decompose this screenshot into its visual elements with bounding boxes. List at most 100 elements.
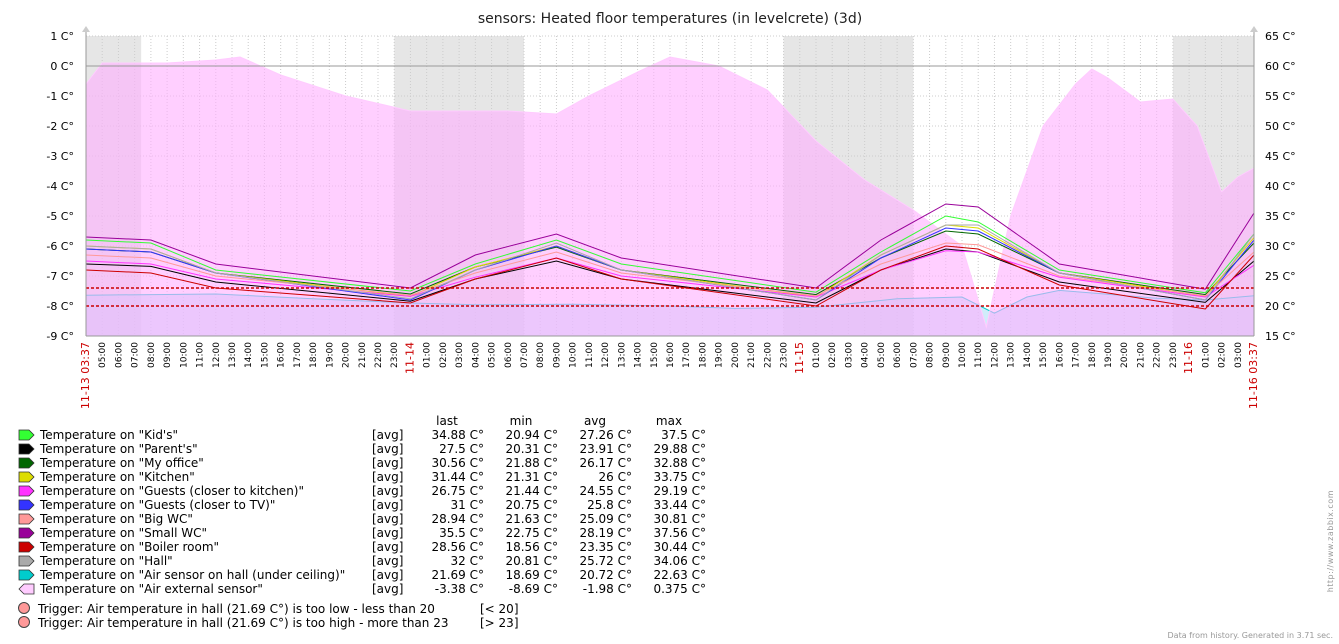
x-tick-label: 11:00 xyxy=(585,342,595,368)
left-tick-label: 1 C° xyxy=(50,30,74,43)
x-tick-label: 06:00 xyxy=(893,342,903,368)
legend-value-min: 21.88 C° xyxy=(505,456,558,470)
legend-row: Temperature on "Guests (closer to kitche… xyxy=(18,484,706,498)
legend-series-func: [avg] xyxy=(372,540,404,554)
legend-row: Temperature on "Guests (closer to TV)" [a… xyxy=(18,498,706,512)
right-tick-label: 25 C° xyxy=(1265,270,1296,283)
x-tick-label: 10:00 xyxy=(958,342,968,368)
x-tick-label: 22:00 xyxy=(374,342,384,368)
legend-value-max: 30.81 C° xyxy=(653,512,706,526)
x-tick-label: 23:00 xyxy=(1169,342,1179,368)
x-tick-label: 13:00 xyxy=(1007,342,1017,368)
legend-series-func: [avg] xyxy=(372,554,404,568)
legend-series-name: Temperature on "My office" xyxy=(40,456,204,470)
x-tick-label: 04:00 xyxy=(861,342,871,368)
trigger-high-label: Trigger: Air temperature in hall (21.69 … xyxy=(38,616,449,630)
left-axis-arrow xyxy=(82,26,90,32)
right-tick-label: 55 C° xyxy=(1265,90,1296,103)
x-tick-label: 05:00 xyxy=(877,342,887,368)
legend-value-min: 21.31 C° xyxy=(505,470,558,484)
legend-swatch-icon xyxy=(18,443,35,455)
trigger-row-low: Trigger: Air temperature in hall (21.69 … xyxy=(18,602,519,616)
footer-note: Data from history. Generated in 3.71 sec… xyxy=(1167,631,1333,640)
legend-value-max: 32.88 C° xyxy=(653,456,706,470)
x-tick-label: 21:00 xyxy=(747,342,757,368)
trigger-low-label: Trigger: Air temperature in hall (21.69 … xyxy=(38,602,435,616)
trigger-low-condition: [< 20] xyxy=(480,602,519,616)
x-tick-label: 17:00 xyxy=(682,342,692,368)
series-line-8 xyxy=(85,245,1255,310)
x-tick-label: 03:00 xyxy=(1234,342,1244,368)
legend-value-avg: 25.09 C° xyxy=(579,512,632,526)
left-tick-label: 0 C° xyxy=(50,60,74,73)
x-tick-label: 15:00 xyxy=(260,342,270,368)
series-line-6 xyxy=(85,242,1255,297)
x-tick-label: 18:00 xyxy=(309,342,319,368)
legend-series-name: Temperature on "Big WC" xyxy=(40,512,193,526)
legend-swatch-icon xyxy=(18,485,35,497)
right-tick-label: 35 C° xyxy=(1265,210,1296,223)
x-tick-label: 01:00 xyxy=(812,342,822,368)
legend-value-avg: 20.72 C° xyxy=(579,568,632,582)
legend-series-func: [avg] xyxy=(372,428,404,442)
legend-row: Temperature on "My office" [avg] 30.56 C° 2… xyxy=(18,456,706,470)
legend-swatch-icon xyxy=(18,457,35,469)
legend-value-avg: 25.72 C° xyxy=(579,554,632,568)
x-tick-label: 16:00 xyxy=(666,342,676,368)
legend-value-last: 32 C° xyxy=(450,554,484,568)
left-tick-label: -2 C° xyxy=(46,120,74,133)
legend-value-min: 21.63 C° xyxy=(505,512,558,526)
x-tick-label: 02:00 xyxy=(828,342,838,368)
x-tick-label: 15:00 xyxy=(650,342,660,368)
x-tick-label: 11-16 xyxy=(1182,342,1195,374)
legend-value-last: 28.56 C° xyxy=(431,540,484,554)
legend-value-last: 26.75 C° xyxy=(431,484,484,498)
legend-series-name: Temperature on "Boiler room" xyxy=(40,540,220,554)
trigger-low-marker xyxy=(18,602,30,614)
x-tick-label: 13:00 xyxy=(228,342,238,368)
legend-value-avg: -1.98 C° xyxy=(582,582,632,596)
x-tick-label: 11-15 xyxy=(793,342,806,374)
legend-value-last: 31 C° xyxy=(450,498,484,512)
legend-row: Temperature on "Air sensor on hall (unde… xyxy=(18,568,706,582)
legend-value-avg: 26.17 C° xyxy=(579,456,632,470)
x-tick-label: 08:00 xyxy=(536,342,546,368)
legend-value-min: 21.44 C° xyxy=(505,484,558,498)
legend-value-avg: 23.91 C° xyxy=(579,442,632,456)
left-tick-label: -3 C° xyxy=(46,150,74,163)
legend-value-avg: 24.55 C° xyxy=(579,484,632,498)
legend-header-last: last xyxy=(436,414,458,428)
legend-series-name: Temperature on "Guests (closer to TV)" xyxy=(40,498,276,512)
legend-swatch-icon xyxy=(18,527,35,539)
x-tick-label: 19:00 xyxy=(1104,342,1114,368)
x-tick-label: 17:00 xyxy=(1072,342,1082,368)
legend-series-func: [avg] xyxy=(372,512,404,526)
left-tick-label: -1 C° xyxy=(46,90,74,103)
right-tick-label: 45 C° xyxy=(1265,150,1296,163)
legend-series-func: [avg] xyxy=(372,498,404,512)
right-tick-label: 40 C° xyxy=(1265,180,1296,193)
x-tick-label: 16:00 xyxy=(1055,342,1065,368)
legend-series-name: Temperature on "Kid's" xyxy=(40,428,178,442)
trigger-high-condition: [> 23] xyxy=(480,616,519,630)
x-tick-label: 11-14 xyxy=(403,342,416,374)
legend-swatch-icon xyxy=(18,429,35,441)
legend-series-name: Temperature on "Air external sensor" xyxy=(40,582,263,596)
legend-series-name: Temperature on "Hall" xyxy=(40,554,173,568)
x-tick-label: 02:00 xyxy=(1218,342,1228,368)
legend-value-max: 33.75 C° xyxy=(653,470,706,484)
legend-swatch-icon xyxy=(18,513,35,525)
legend-series-func: [avg] xyxy=(372,442,404,456)
x-tick-label: 18:00 xyxy=(1088,342,1098,368)
left-tick-label: -5 C° xyxy=(46,210,74,223)
x-tick-label: 17:00 xyxy=(293,342,303,368)
left-tick-label: -4 C° xyxy=(46,180,74,193)
x-tick-label: 07:00 xyxy=(520,342,530,368)
x-tick-label: 04:00 xyxy=(471,342,481,368)
legend-value-max: 0.375 C° xyxy=(653,582,706,596)
legend-row: Temperature on "Big WC" [avg] 28.94 C° 21.6… xyxy=(18,512,706,526)
x-tick-label: 13:00 xyxy=(617,342,627,368)
x-tick-label: 08:00 xyxy=(147,342,157,368)
legend-row: Temperature on "Kid's" [avg] 34.88 C° 20.94… xyxy=(18,428,706,442)
legend-value-last: 21.69 C° xyxy=(431,568,484,582)
